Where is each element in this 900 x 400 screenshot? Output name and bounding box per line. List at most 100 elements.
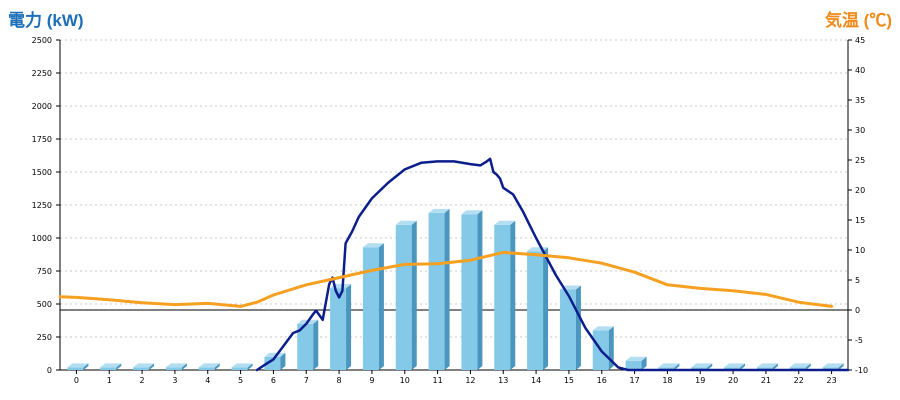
power-bar-side — [543, 247, 549, 370]
power-bar-top — [822, 363, 844, 368]
right-tick-label: 35 — [855, 96, 865, 105]
power-bar-top — [231, 363, 253, 368]
power-bar-side — [772, 363, 778, 370]
x-tick-label: 13 — [498, 376, 508, 385]
x-tick-label: 7 — [304, 376, 309, 385]
power-bar-side — [280, 352, 286, 370]
power-bar-side — [411, 220, 417, 370]
x-tick-label: 12 — [465, 376, 475, 385]
x-tick-label: 19 — [695, 376, 705, 385]
power-bar — [395, 224, 412, 370]
left-tick-label: 1750 — [32, 135, 52, 144]
x-tick-label: 16 — [597, 376, 607, 385]
power-bar — [724, 367, 741, 370]
power-bar-top — [67, 363, 89, 368]
x-tick-label: 1 — [107, 376, 112, 385]
x-tick-label: 20 — [728, 376, 738, 385]
power-bar-top — [789, 363, 811, 368]
power-bar — [789, 367, 806, 370]
power-bar-top — [362, 243, 384, 248]
power-bar — [559, 289, 576, 370]
power-bar — [756, 367, 773, 370]
right-tick-label: 25 — [855, 156, 865, 165]
power-bar — [231, 367, 248, 370]
power-bar-side — [805, 363, 811, 370]
left-tick-label: 0 — [47, 366, 52, 375]
power-bar-top — [691, 363, 713, 368]
x-tick-label: 4 — [205, 376, 210, 385]
power-bar-side — [740, 363, 746, 370]
power-bar-side — [214, 363, 220, 370]
power-bar — [297, 323, 314, 370]
power-bar — [67, 367, 84, 370]
right-tick-label: -5 — [855, 336, 863, 345]
power-bar-side — [674, 363, 680, 370]
power-bar-side — [83, 363, 89, 370]
power-bar-side — [346, 284, 352, 370]
temperature-line — [58, 250, 834, 308]
left-axis-title: 電力 (kW) — [8, 11, 84, 30]
power-bar — [100, 367, 117, 370]
power-bar-top — [395, 220, 417, 225]
right-tick-label: 10 — [855, 246, 865, 255]
left-tick-label: 2000 — [32, 102, 52, 111]
x-tick-label: 8 — [337, 376, 342, 385]
x-tick-label: 10 — [400, 376, 410, 385]
right-tick-label: 5 — [855, 276, 860, 285]
power-bar — [264, 356, 281, 370]
power-bar-side — [575, 285, 581, 370]
power-bar — [691, 367, 708, 370]
x-tick-label: 11 — [432, 376, 442, 385]
power-bar — [198, 367, 215, 370]
power-bar-side — [838, 363, 844, 370]
power-bar — [133, 367, 150, 370]
power-bar-top — [658, 363, 680, 368]
right-tick-label: 40 — [855, 66, 865, 75]
power-bar-side — [707, 363, 713, 370]
power-bar-top — [133, 363, 155, 368]
power-bar-top — [264, 352, 286, 357]
power-bar — [428, 212, 445, 370]
power-bar-top — [198, 363, 220, 368]
x-tick-label: 14 — [531, 376, 541, 385]
right-tick-label: 30 — [855, 126, 865, 135]
power-bar-top — [461, 210, 483, 215]
power-bar-side — [247, 363, 253, 370]
power-bar-side — [313, 319, 319, 370]
right-tick-label: 45 — [855, 36, 865, 45]
x-tick-label: 23 — [826, 376, 836, 385]
power-bar-top — [165, 363, 187, 368]
power-bar-side — [641, 356, 647, 370]
x-tick-label: 21 — [761, 376, 771, 385]
power-bar — [625, 360, 642, 370]
power-bar — [822, 367, 839, 370]
power-bar — [165, 367, 182, 370]
power-bar-top — [494, 220, 516, 225]
right-tick-label: 20 — [855, 186, 865, 195]
left-tick-label: 1250 — [32, 201, 52, 210]
right-axis-title: 気温 (℃) — [824, 11, 892, 30]
power-bar-top — [756, 363, 778, 368]
power-bar-side — [378, 243, 384, 370]
x-tick-label: 2 — [140, 376, 145, 385]
left-tick-label: 2250 — [32, 69, 52, 78]
power-bar — [461, 214, 478, 370]
x-tick-label: 0 — [74, 376, 79, 385]
power-bar-side — [149, 363, 155, 370]
x-tick-label: 3 — [172, 376, 177, 385]
power-bar — [330, 288, 347, 370]
right-tick-label: 15 — [855, 216, 865, 225]
power-bar-side — [510, 220, 516, 370]
power-bar-side — [116, 363, 122, 370]
power-bar-top — [724, 363, 746, 368]
right-tick-label: -10 — [855, 366, 868, 375]
power-bar-side — [477, 210, 483, 370]
x-tick-label: 22 — [794, 376, 804, 385]
x-tick-label: 17 — [629, 376, 639, 385]
left-tick-label: 500 — [37, 300, 52, 309]
left-tick-label: 750 — [37, 267, 52, 276]
x-tick-label: 6 — [271, 376, 276, 385]
power-bar-top — [100, 363, 122, 368]
